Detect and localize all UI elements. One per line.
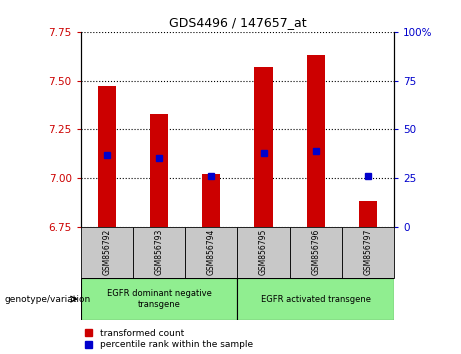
Bar xyxy=(133,227,185,278)
Bar xyxy=(307,55,325,227)
Bar xyxy=(98,86,116,227)
Bar xyxy=(359,201,377,227)
Bar xyxy=(81,278,237,320)
Bar xyxy=(237,278,394,320)
Bar xyxy=(81,227,133,278)
Bar xyxy=(185,227,237,278)
Text: GSM856797: GSM856797 xyxy=(364,229,372,275)
Bar xyxy=(150,114,168,227)
Text: GSM856792: GSM856792 xyxy=(102,229,111,275)
Text: GSM856796: GSM856796 xyxy=(311,229,320,275)
Bar xyxy=(342,227,394,278)
Legend: transformed count, percentile rank within the sample: transformed count, percentile rank withi… xyxy=(85,329,253,349)
Text: EGFR dominant negative
transgene: EGFR dominant negative transgene xyxy=(106,290,212,309)
Text: GSM856795: GSM856795 xyxy=(259,229,268,275)
Text: GSM856794: GSM856794 xyxy=(207,229,216,275)
Text: genotype/variation: genotype/variation xyxy=(5,295,91,304)
Bar xyxy=(237,227,290,278)
Text: EGFR activated transgene: EGFR activated transgene xyxy=(261,295,371,304)
Text: GSM856793: GSM856793 xyxy=(154,229,164,275)
Bar xyxy=(290,227,342,278)
Bar xyxy=(254,67,272,227)
Title: GDS4496 / 147657_at: GDS4496 / 147657_at xyxy=(169,16,306,29)
Bar xyxy=(202,174,220,227)
